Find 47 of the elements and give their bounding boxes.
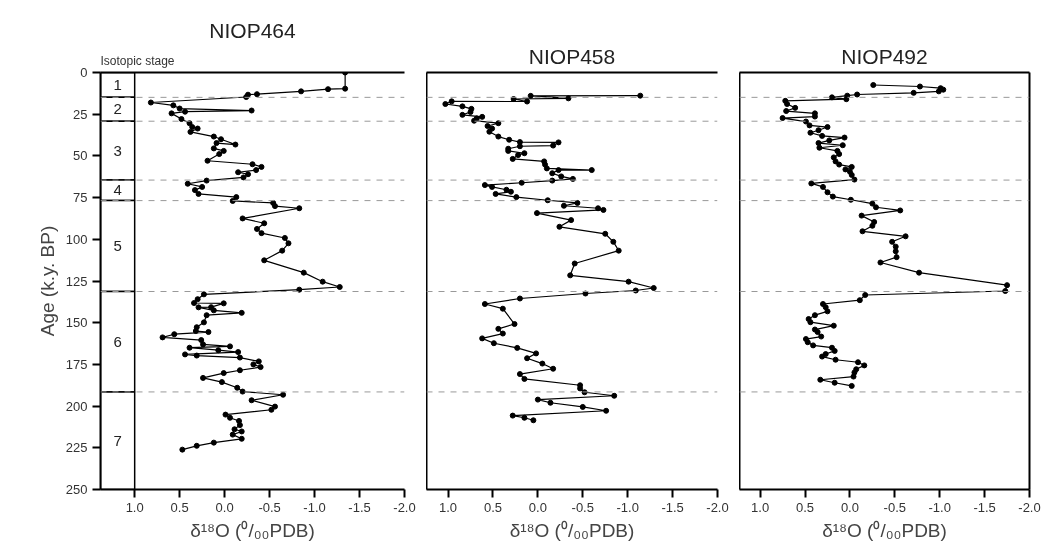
x-tick-label: 0.5 (796, 499, 815, 515)
chart-title: NIOP464 (209, 18, 297, 42)
x-tick-label: 0.0 (840, 499, 859, 515)
y-tick-label: 50 (73, 148, 88, 164)
band-label: 3 (113, 141, 122, 159)
y-axis-title: Age (k.y. BP) (36, 225, 58, 337)
x-tick-label: 0.0 (215, 499, 234, 515)
x-tick-label: 1.0 (439, 499, 458, 515)
chart-title: NIOP458 (528, 44, 616, 68)
y-tick-label: 100 (65, 231, 88, 247)
x-tick-label: -0.5 (883, 499, 907, 515)
y-tick-label: 75 (73, 190, 88, 206)
x-tick-label: -2.0 (706, 499, 729, 515)
x-tick-label: -1.5 (348, 499, 371, 515)
y-tick-label: 250 (65, 482, 88, 497)
chart-title: NIOP492 (841, 44, 928, 68)
x-axis-title: δ¹⁸O (⁰/₀₀PDB) (190, 519, 315, 541)
y-tick-label: 125 (65, 273, 88, 289)
x-tick-label: 0.5 (170, 499, 189, 515)
y-tick-label: 25 (73, 106, 88, 122)
y-tick-label: 0 (80, 65, 88, 80)
x-tick-label: -1.0 (928, 499, 951, 515)
band-label: 4 (113, 181, 122, 199)
x-tick-label: -1.5 (661, 499, 684, 515)
text: Isotopic stage (100, 53, 175, 68)
band-label: 5 (113, 237, 122, 255)
x-tick-label: 0.5 (483, 499, 503, 515)
x-tick-label: 0.0 (528, 499, 547, 515)
x-axis-title: δ¹⁸O (⁰/₀₀PDB) (509, 519, 635, 541)
x-tick-label: -0.5 (571, 499, 594, 515)
x-tick-label: -2.0 (1018, 499, 1041, 515)
band-label: 7 (113, 431, 122, 449)
x-axis-title: δ¹⁸O (⁰/₀₀PDB) (822, 519, 947, 541)
y-tick-label: 225 (65, 440, 88, 456)
x-tick-label: -2.0 (393, 499, 416, 515)
x-tick-label: 1.0 (751, 499, 770, 515)
x-tick-label: -1.0 (303, 499, 326, 515)
x-tick-label: 1.0 (125, 499, 144, 515)
x-tick-label: -0.5 (258, 499, 281, 515)
y-tick-label: 175 (65, 356, 88, 372)
band-label: 2 (113, 100, 122, 118)
band-label: 6 (113, 332, 122, 350)
x-tick-label: -1.5 (973, 499, 996, 515)
band-label: 1 (113, 75, 122, 93)
x-tick-label: -1.0 (616, 499, 639, 515)
y-tick-label: 150 (65, 315, 88, 331)
y-tick-label: 200 (65, 398, 88, 414)
